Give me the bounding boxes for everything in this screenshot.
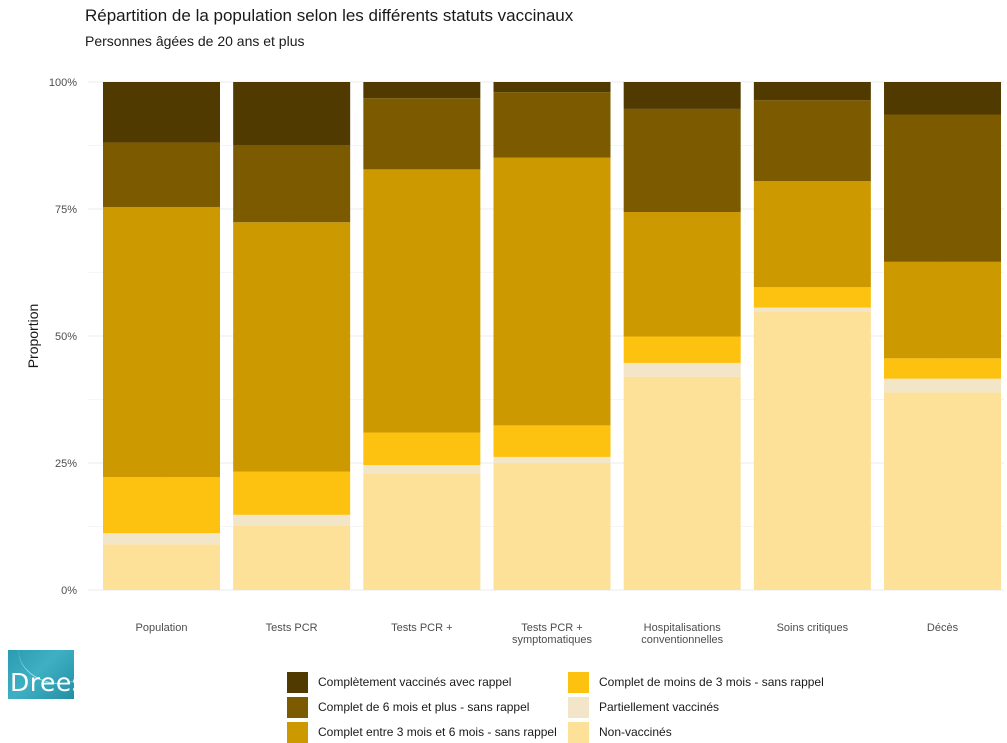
bar-segment xyxy=(363,169,481,433)
bar-segment xyxy=(623,212,741,337)
bar-segment xyxy=(493,92,611,158)
x-tick-label: Tests PCR + xyxy=(521,622,582,634)
legend-label: Complet de 6 mois et plus - sans rappel xyxy=(318,700,530,714)
bar-segment xyxy=(363,432,481,466)
bar-segment xyxy=(623,376,741,590)
bar-segment xyxy=(233,471,351,515)
bar-segment xyxy=(753,287,871,308)
bar-segment xyxy=(753,82,871,101)
bar-segment xyxy=(233,82,351,145)
legend-item: Partiellement vaccinés xyxy=(568,696,719,718)
y-tick-label: 75% xyxy=(55,204,77,216)
drees-logo: Drees xyxy=(8,650,74,699)
bar-segment xyxy=(493,82,611,93)
bar-segment xyxy=(103,533,220,545)
legend-item: Complet de 6 mois et plus - sans rappel xyxy=(287,696,529,718)
bar-segment xyxy=(884,82,1002,115)
bar-segment xyxy=(753,307,871,312)
legend-label: Partiellement vaccinés xyxy=(599,700,720,714)
legend-swatch xyxy=(568,721,589,743)
bar-segment xyxy=(233,222,351,472)
bar-segment xyxy=(363,473,481,590)
bar-segment xyxy=(103,544,220,590)
legend-swatch xyxy=(287,671,308,693)
bar-segment xyxy=(623,362,741,377)
legend-item: Complet entre 3 mois et 6 mois - sans ra… xyxy=(287,721,557,743)
bar-segment xyxy=(363,82,481,99)
legend-item: Non-vaccinés xyxy=(568,721,672,743)
y-tick-label: 25% xyxy=(55,458,77,470)
chart-title: Répartition de la population selon les d… xyxy=(85,6,574,25)
bar-segment xyxy=(884,392,1002,590)
bar-segment xyxy=(233,525,351,590)
bar-segment xyxy=(493,157,611,426)
bar-segment xyxy=(363,465,481,474)
bar-segment xyxy=(103,477,220,534)
bar-segment xyxy=(493,463,611,590)
legend-swatch xyxy=(568,696,589,718)
x-tick-label: conventionnelles xyxy=(641,634,723,646)
y-tick-label: 50% xyxy=(55,331,77,343)
bar-segment xyxy=(103,206,220,478)
bar-segment xyxy=(884,358,1002,379)
x-tick-label: Décès xyxy=(927,622,959,634)
bar-segment xyxy=(623,336,741,363)
legend-swatch xyxy=(287,721,308,743)
y-axis-title: Proportion xyxy=(25,304,41,369)
bar-segment xyxy=(363,98,481,170)
logo-text: Drees xyxy=(10,668,74,697)
chart-legend: Complètement vaccinés avec rappel Complet… xyxy=(287,671,847,743)
x-tick-label: Soins critiques xyxy=(777,622,849,634)
bar-segment xyxy=(884,378,1002,393)
legend-swatch xyxy=(568,671,589,693)
bar-segment xyxy=(493,425,611,457)
bar-segment xyxy=(493,456,611,463)
x-tick-label: Population xyxy=(136,622,188,634)
legend-label: Complet entre 3 mois et 6 mois - sans ra… xyxy=(318,725,557,739)
legend-item: Complet de moins de 3 mois - sans rappel xyxy=(568,671,824,693)
x-tick-label: Tests PCR xyxy=(266,622,318,634)
bar-segment xyxy=(623,108,741,213)
bar-segment xyxy=(233,144,351,223)
bar-segment xyxy=(884,114,1002,262)
chart-subtitle: Personnes âgées de 20 ans et plus xyxy=(85,33,305,49)
bar-segment xyxy=(233,514,351,526)
legend-label: Non-vaccinés xyxy=(599,725,672,739)
legend-item: Complètement vaccinés avec rappel xyxy=(287,671,511,693)
legend-label: Complet de moins de 3 mois - sans rappel xyxy=(599,675,824,689)
bar-segment xyxy=(623,82,741,109)
bar-segment xyxy=(103,142,220,207)
y-tick-label: 100% xyxy=(49,77,77,89)
legend-swatch xyxy=(287,696,308,718)
bar-segment xyxy=(753,100,871,182)
legend-label: Complètement vaccinés avec rappel xyxy=(318,675,512,689)
bar-segment xyxy=(103,82,220,143)
bar-segment xyxy=(884,261,1002,359)
bar-segment xyxy=(753,181,871,288)
x-tick-label: Hospitalisations xyxy=(644,622,722,634)
x-tick-label: symptomatiques xyxy=(512,634,593,646)
bar-segment xyxy=(753,311,871,590)
x-tick-label: Tests PCR + xyxy=(391,622,452,634)
y-tick-label: 0% xyxy=(61,585,77,597)
